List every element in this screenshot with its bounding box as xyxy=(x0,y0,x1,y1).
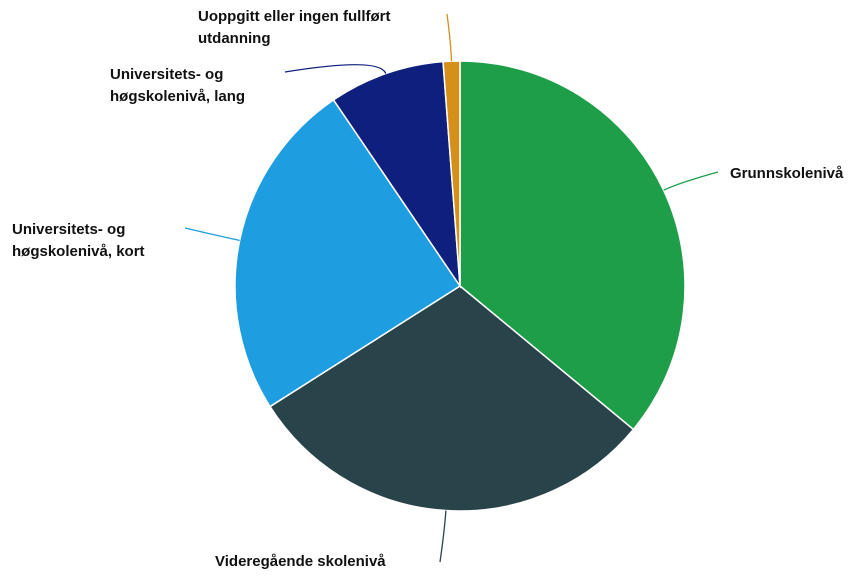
leader-line xyxy=(446,13,453,62)
slice-label: Uoppgitt eller ingen fullført utdanning xyxy=(198,8,391,47)
slice-label: Grunnskolenivå xyxy=(730,165,844,182)
pie-slice xyxy=(268,285,635,512)
slice-label: Videregående skolenivå xyxy=(215,553,386,570)
leader-line xyxy=(184,227,240,242)
pie-slice xyxy=(459,60,686,431)
leader-line xyxy=(663,171,719,191)
leader-line xyxy=(439,510,447,563)
leader-line xyxy=(284,64,387,74)
slice-label: Universitets- og høgskolenivå, lang xyxy=(110,66,246,105)
slice-label: Universitets- og høgskolenivå, kort xyxy=(12,221,145,260)
